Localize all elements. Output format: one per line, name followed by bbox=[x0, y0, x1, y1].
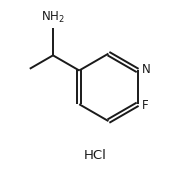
Text: N: N bbox=[141, 63, 150, 76]
Text: HCl: HCl bbox=[84, 149, 107, 162]
Text: F: F bbox=[141, 99, 148, 112]
Text: NH$_2$: NH$_2$ bbox=[41, 10, 65, 25]
